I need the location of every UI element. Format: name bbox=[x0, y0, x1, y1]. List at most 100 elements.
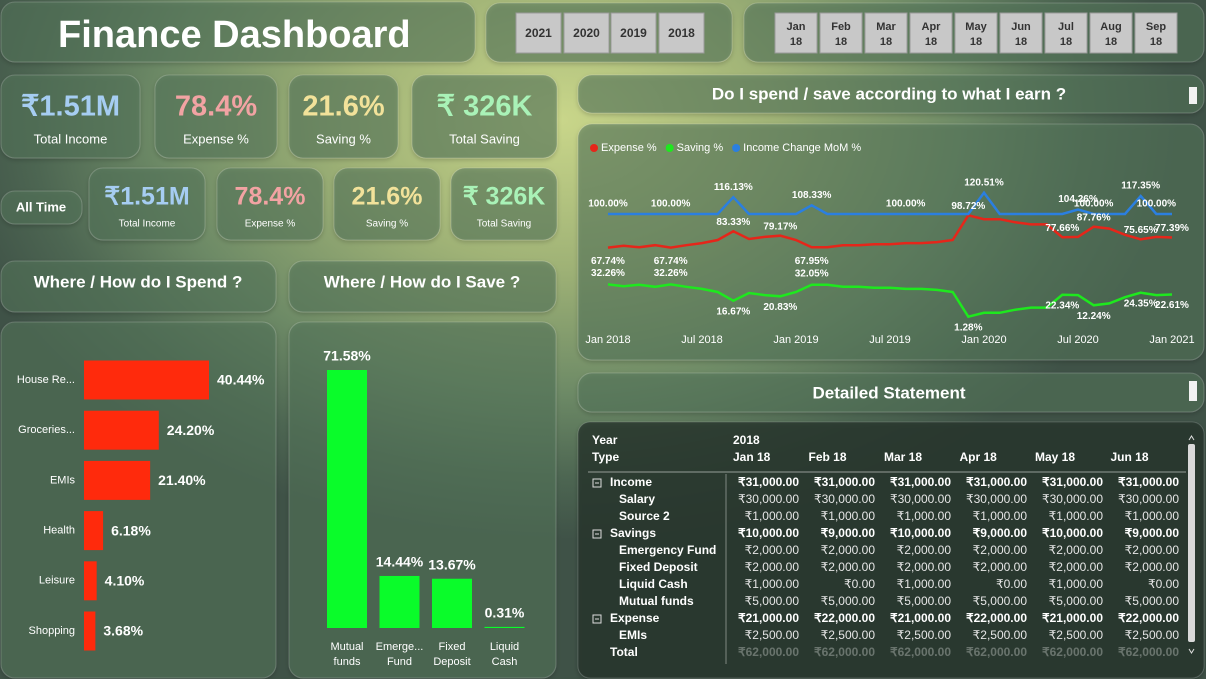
month-button[interactable] bbox=[864, 12, 908, 54]
save-title: Where / How do I Save ? bbox=[324, 272, 520, 291]
cell: ₹2,000.00 bbox=[897, 543, 952, 557]
kpi-label: Saving % bbox=[366, 219, 408, 230]
cell: ₹0.00 bbox=[844, 577, 875, 591]
data-label: 77.39% bbox=[1155, 223, 1189, 234]
cell: ₹5,000.00 bbox=[1125, 594, 1180, 608]
month-button-label[interactable]: 18 bbox=[970, 36, 982, 48]
data-label: 98.72% bbox=[951, 201, 985, 212]
bar bbox=[327, 370, 367, 628]
month-button-label[interactable]: 18 bbox=[1015, 36, 1027, 48]
table-scrollbar[interactable] bbox=[1188, 444, 1195, 642]
table-header: Mar 18 bbox=[884, 450, 922, 464]
year-button[interactable] bbox=[610, 12, 657, 54]
category-label: Health bbox=[43, 525, 75, 537]
month-button[interactable] bbox=[954, 12, 998, 54]
data-label: 12.24% bbox=[1077, 311, 1111, 322]
month-button-label[interactable]: 18 bbox=[1150, 36, 1162, 48]
month-button-label[interactable]: Sep bbox=[1146, 21, 1166, 33]
row-label: EMIs bbox=[619, 628, 647, 642]
category-label: EMIs bbox=[50, 474, 76, 486]
month-button-label[interactable]: Aug bbox=[1100, 21, 1121, 33]
year-button[interactable] bbox=[563, 12, 610, 54]
month-button-label[interactable]: 18 bbox=[1105, 36, 1117, 48]
cell: ₹2,000.00 bbox=[821, 543, 876, 557]
legend-marker bbox=[665, 144, 674, 152]
data-label: 100.00% bbox=[651, 199, 691, 210]
legend-label: Income Change MoM % bbox=[743, 142, 861, 154]
scroll-up[interactable] bbox=[1188, 435, 1195, 441]
month-button-label[interactable]: 18 bbox=[835, 36, 847, 48]
title-panel bbox=[0, 1, 476, 63]
year-button[interactable] bbox=[658, 12, 705, 54]
x-tick-label: Jul 2020 bbox=[1057, 334, 1099, 346]
scroll-handle[interactable] bbox=[1189, 87, 1197, 104]
month-button-label[interactable]: 18 bbox=[880, 36, 892, 48]
cell: ₹9,000.00 bbox=[1125, 526, 1180, 540]
month-button-label[interactable]: Jan bbox=[787, 21, 806, 33]
collapse-toggle[interactable] bbox=[592, 478, 602, 488]
month-button[interactable] bbox=[1044, 12, 1088, 54]
month-button[interactable] bbox=[1089, 12, 1133, 54]
month-button[interactable] bbox=[819, 12, 863, 54]
kpi-label: Saving % bbox=[316, 131, 371, 146]
cell: ₹0.00 bbox=[1148, 577, 1179, 591]
month-button-label[interactable]: Feb bbox=[831, 21, 851, 33]
cell: ₹31,000.00 bbox=[1118, 475, 1179, 489]
cell: ₹62,000.00 bbox=[1042, 645, 1103, 659]
kpi-label: Total Income bbox=[119, 219, 176, 230]
month-button-label[interactable]: Jul bbox=[1058, 21, 1074, 33]
data-label: 6.18% bbox=[111, 522, 151, 538]
kpi-label: Expense % bbox=[245, 219, 296, 230]
kpi-card bbox=[288, 74, 399, 159]
year-button-label[interactable]: 2020 bbox=[573, 26, 600, 40]
month-button-label[interactable]: 18 bbox=[1060, 36, 1072, 48]
category-label: Groceries... bbox=[18, 424, 75, 436]
cell: ₹30,000.00 bbox=[738, 492, 799, 506]
data-label: 1.28% bbox=[954, 322, 982, 333]
year-button-label[interactable]: 2021 bbox=[525, 26, 552, 40]
month-button-label[interactable]: Mar bbox=[876, 21, 896, 33]
statement-title-panel bbox=[577, 372, 1205, 413]
cell: ₹30,000.00 bbox=[1118, 492, 1179, 506]
cell: ₹5,000.00 bbox=[745, 594, 800, 608]
scroll-handle[interactable] bbox=[1189, 381, 1197, 401]
row-label: Expense bbox=[610, 611, 660, 625]
month-button-label[interactable]: 18 bbox=[790, 36, 802, 48]
cell: ₹1,000.00 bbox=[973, 509, 1028, 523]
category-label: Shopping bbox=[29, 625, 76, 637]
table-header: Jan 18 bbox=[733, 450, 771, 464]
cell: ₹30,000.00 bbox=[966, 492, 1027, 506]
month-button-label[interactable]: 18 bbox=[925, 36, 937, 48]
collapse-toggle[interactable] bbox=[592, 614, 602, 624]
year-button[interactable] bbox=[515, 12, 562, 54]
month-button-label[interactable]: Apr bbox=[922, 21, 942, 33]
cell: ₹2,000.00 bbox=[973, 560, 1028, 574]
month-button-label[interactable]: Jun bbox=[1011, 21, 1031, 33]
year-button-label[interactable]: 2019 bbox=[620, 26, 647, 40]
scroll-down[interactable] bbox=[1188, 648, 1195, 654]
category-label: Fixed Deposit bbox=[433, 641, 470, 668]
month-button[interactable] bbox=[999, 12, 1043, 54]
category-label: Leisure bbox=[39, 575, 75, 587]
spend-chart-panel bbox=[0, 321, 277, 679]
month-button[interactable] bbox=[909, 12, 953, 54]
table-header: May 18 bbox=[1035, 450, 1075, 464]
cell: ₹10,000.00 bbox=[890, 526, 951, 540]
cell: ₹2,500.00 bbox=[821, 628, 876, 642]
collapse-toggle[interactable] bbox=[592, 529, 602, 539]
month-button[interactable] bbox=[774, 12, 818, 54]
month-button-label[interactable]: May bbox=[965, 21, 987, 33]
table-header: Year bbox=[592, 433, 618, 447]
year-button-label[interactable]: 2018 bbox=[668, 26, 695, 40]
cell: ₹22,000.00 bbox=[966, 611, 1027, 625]
legend-label: Saving % bbox=[677, 142, 724, 154]
series-line bbox=[607, 213, 1173, 249]
bar bbox=[379, 575, 420, 628]
data-label: 67.95% bbox=[795, 256, 829, 267]
all-time-label[interactable]: All Time bbox=[16, 199, 66, 214]
cell: ₹1,000.00 bbox=[745, 577, 800, 591]
cell: ₹0.00 bbox=[996, 577, 1027, 591]
cell: ₹62,000.00 bbox=[966, 645, 1027, 659]
month-button[interactable] bbox=[1134, 12, 1178, 54]
all-time-button[interactable] bbox=[0, 190, 83, 225]
